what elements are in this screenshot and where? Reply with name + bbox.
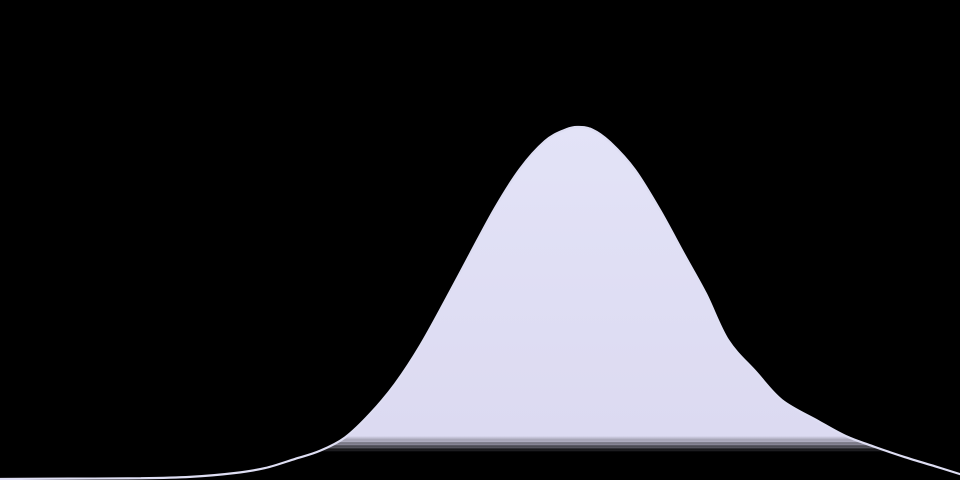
dither-band bbox=[0, 440, 960, 452]
density-area-fill bbox=[0, 126, 960, 480]
density-curve-line bbox=[0, 125, 960, 480]
